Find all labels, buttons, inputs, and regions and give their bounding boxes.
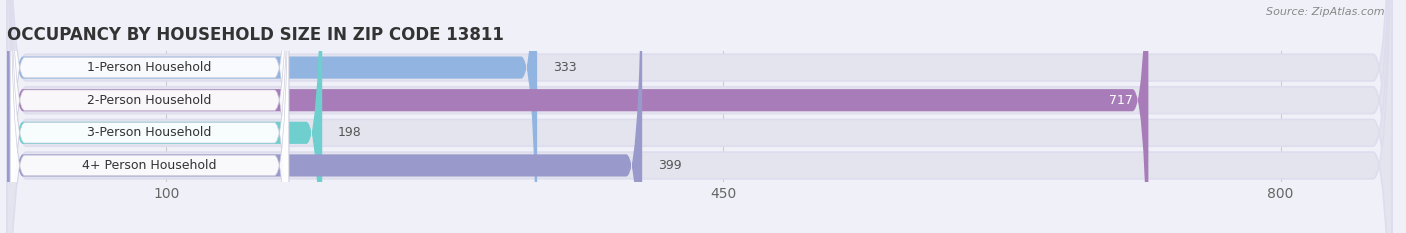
Text: 198: 198 [337, 126, 361, 139]
FancyBboxPatch shape [7, 0, 643, 233]
Text: 4+ Person Household: 4+ Person Household [82, 159, 217, 172]
Text: OCCUPANCY BY HOUSEHOLD SIZE IN ZIP CODE 13811: OCCUPANCY BY HOUSEHOLD SIZE IN ZIP CODE … [7, 26, 503, 44]
FancyBboxPatch shape [7, 0, 1392, 233]
Text: 2-Person Household: 2-Person Household [87, 94, 212, 107]
FancyBboxPatch shape [7, 0, 1149, 233]
Text: Source: ZipAtlas.com: Source: ZipAtlas.com [1267, 7, 1385, 17]
FancyBboxPatch shape [10, 0, 288, 233]
Text: 399: 399 [658, 159, 682, 172]
FancyBboxPatch shape [10, 0, 288, 233]
FancyBboxPatch shape [7, 0, 1392, 233]
FancyBboxPatch shape [10, 0, 288, 233]
FancyBboxPatch shape [7, 0, 1392, 233]
Text: 3-Person Household: 3-Person Household [87, 126, 212, 139]
Text: 717: 717 [1108, 94, 1132, 107]
Text: 1-Person Household: 1-Person Household [87, 61, 212, 74]
FancyBboxPatch shape [10, 0, 288, 233]
FancyBboxPatch shape [7, 0, 1392, 233]
Text: 333: 333 [553, 61, 576, 74]
FancyBboxPatch shape [7, 0, 322, 233]
FancyBboxPatch shape [7, 0, 537, 233]
